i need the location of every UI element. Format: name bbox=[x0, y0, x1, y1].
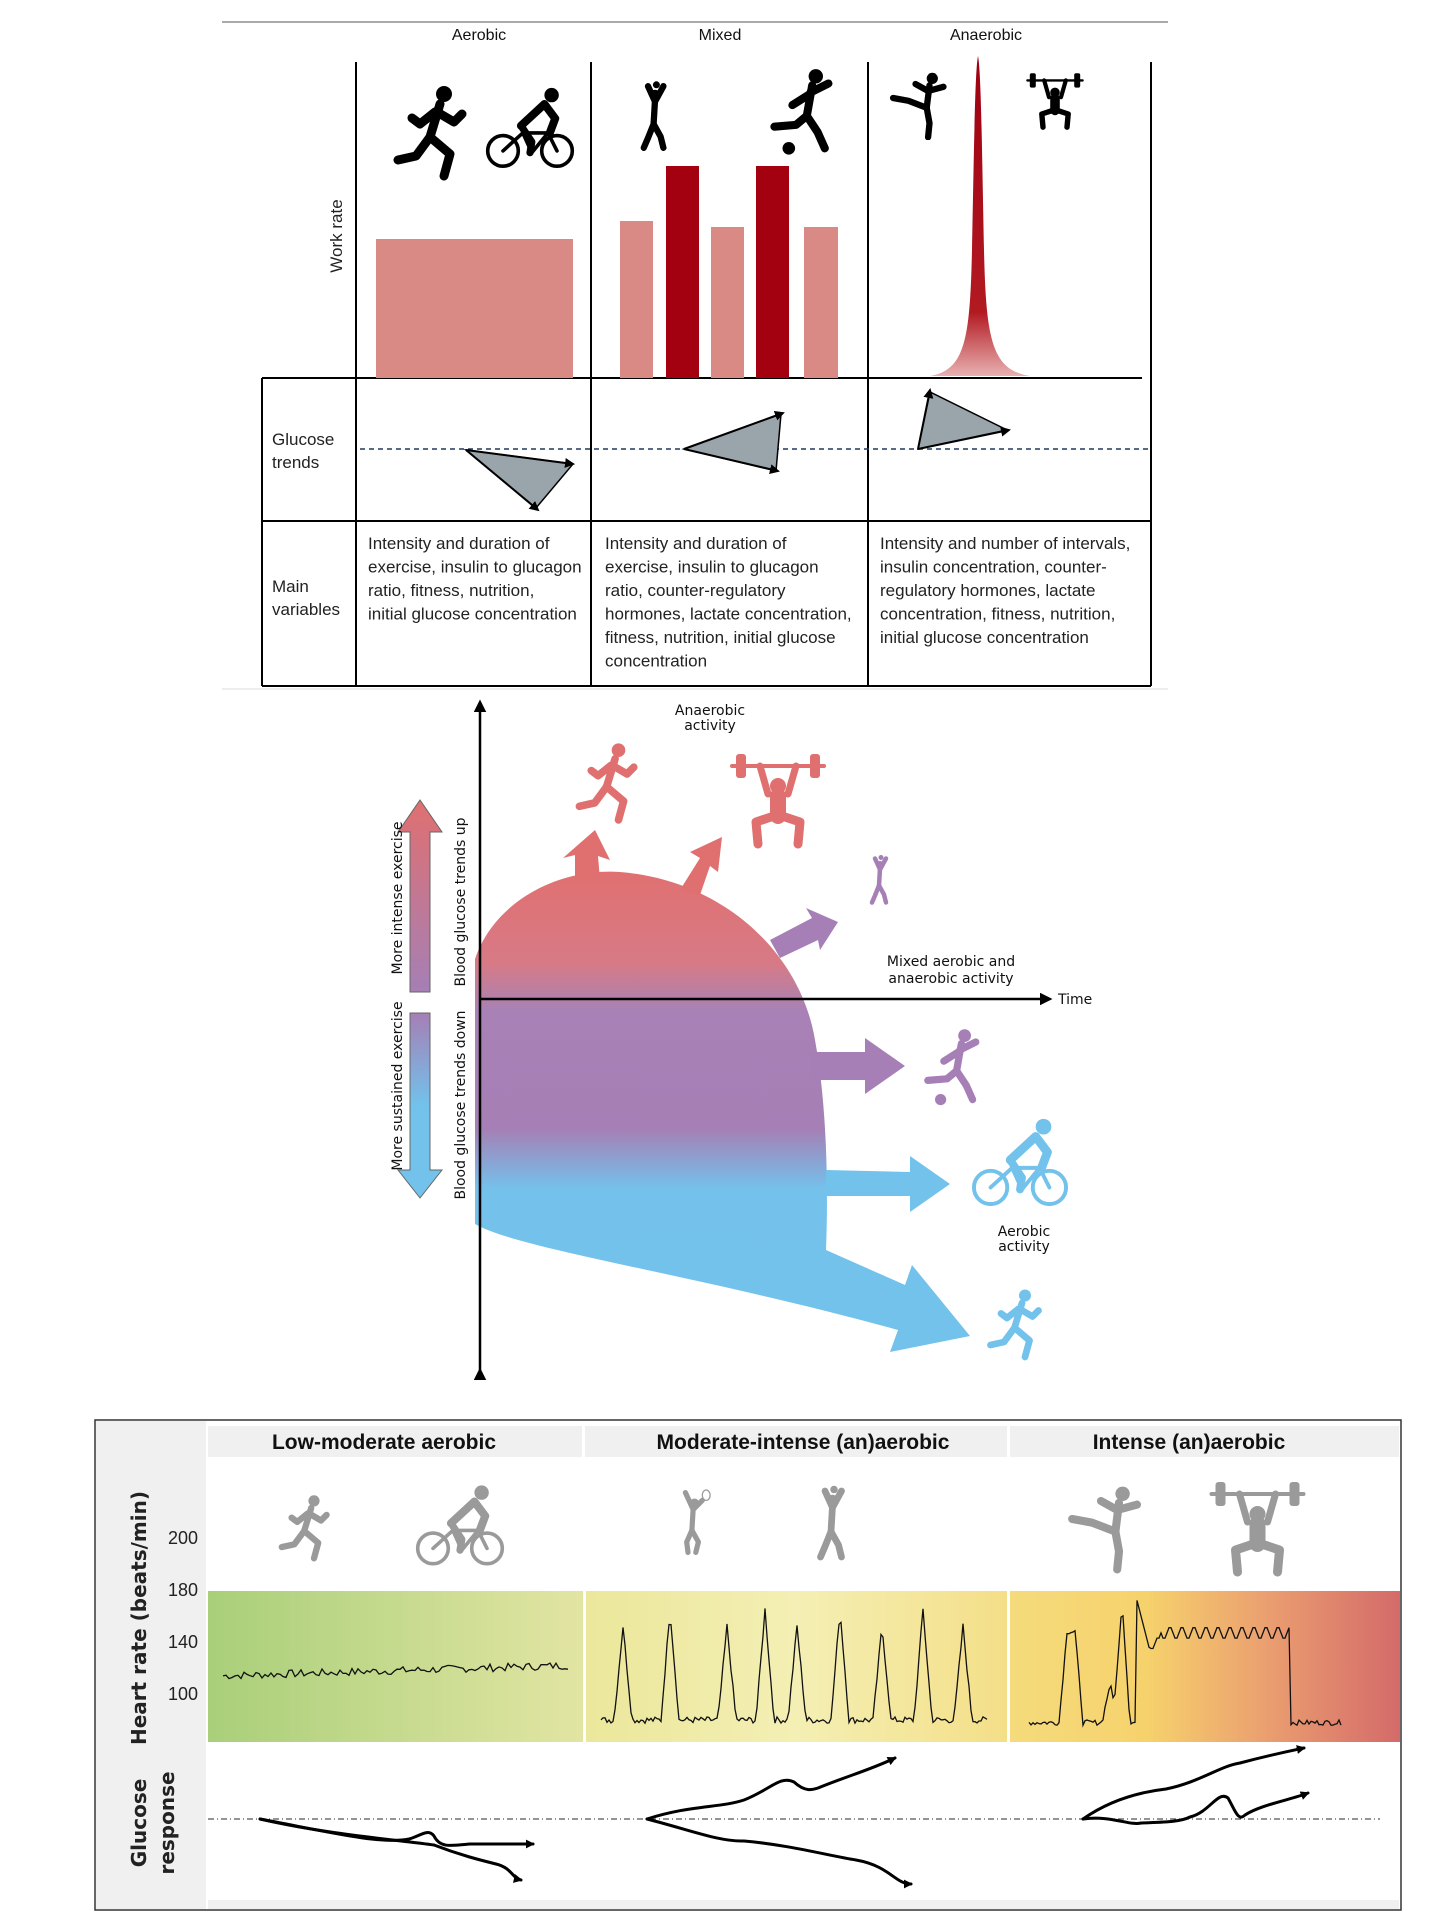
heart-rate-axis-label: Heart rate (beats/min) bbox=[127, 1491, 151, 1745]
hr-tick-200: 200 bbox=[168, 1528, 198, 1548]
column-heading-mixed: Mixed bbox=[699, 27, 742, 44]
heart-rate-trace-low-moderate bbox=[222, 1661, 569, 1680]
glucose-curve-down bbox=[645, 1817, 913, 1889]
glucose-curve-down bbox=[1081, 1791, 1310, 1826]
glucose-curve-up bbox=[645, 1756, 897, 1821]
anaerobic-activity-label: Anaerobic activity bbox=[675, 703, 745, 734]
aerobic-activity-label: Aerobic activity bbox=[998, 1224, 1050, 1255]
glucose-trend-anaerobic bbox=[917, 388, 1011, 450]
main-variables-aerobic: Intensity and duration of exercise, insul… bbox=[368, 534, 582, 624]
trends-up-label: Blood glucose trends up bbox=[453, 817, 469, 986]
column-heading-aerobic: Aerobic bbox=[452, 27, 506, 44]
cyclist-icon bbox=[488, 88, 573, 166]
middle-panel: Time More intense exercise More sustaine… bbox=[390, 699, 1092, 1380]
glucose-response-curves bbox=[258, 1745, 1310, 1889]
column-heading-low-moderate: Low-moderate aerobic bbox=[272, 1431, 496, 1454]
hr-tick-180: 180 bbox=[168, 1580, 198, 1600]
main-variables-anaerobic: Intensity and number of intervals, insuli… bbox=[880, 534, 1130, 647]
glucose-trend-aerobic bbox=[463, 448, 575, 512]
zone-intense bbox=[1010, 1591, 1400, 1742]
time-axis-label: Time bbox=[1057, 992, 1092, 1008]
glucose-curve-down bbox=[258, 1817, 523, 1883]
main-variables-mixed: Intensity and duration of exercise, insul… bbox=[605, 534, 852, 671]
weightlifter-icon bbox=[732, 754, 824, 844]
mixed-work-bar bbox=[711, 227, 744, 378]
work-rate-label: Work rate bbox=[327, 199, 346, 272]
hr-tick-140: 140 bbox=[168, 1632, 198, 1652]
cyclist-icon bbox=[974, 1119, 1066, 1204]
glucose-response-label: Glucose response bbox=[127, 1771, 179, 1874]
glucose-curve-up bbox=[1081, 1745, 1306, 1821]
glucose-trends-label: Glucose trends bbox=[272, 430, 334, 472]
runner-icon bbox=[991, 1290, 1039, 1358]
mixed-work-bar bbox=[666, 166, 699, 378]
hr-tick-100: 100 bbox=[168, 1684, 198, 1704]
column-heading-intense: Intense (an)aerobic bbox=[1093, 1431, 1286, 1454]
anaerobic-work-spike bbox=[930, 56, 1030, 376]
aerobic-activity-arrow bbox=[826, 1156, 950, 1212]
glucose-trend-mixed bbox=[681, 411, 785, 475]
glucose-response-mound bbox=[475, 871, 970, 1352]
mixed-work-bar bbox=[804, 227, 838, 378]
weightlifter-icon bbox=[1027, 73, 1082, 127]
main-variables-label: Main variables bbox=[272, 577, 340, 619]
skater-icon bbox=[398, 86, 462, 176]
mixed-activity-arrow bbox=[770, 908, 838, 958]
more-sustained-label: More sustained exercise bbox=[390, 1001, 406, 1170]
top-panel: Aerobic Mixed Anaerobic Work rate Glucos… bbox=[222, 21, 1168, 690]
mixed-activity-arrow bbox=[810, 1038, 905, 1094]
basketball-player-icon bbox=[872, 855, 886, 903]
mixed-work-bar bbox=[620, 221, 653, 378]
sprinter-icon bbox=[579, 743, 633, 820]
mixed-activity-label: Mixed aerobic and anaerobic activity bbox=[887, 954, 1015, 987]
column-heading-anaerobic: Anaerobic bbox=[950, 27, 1022, 44]
column-heading-moderate-intense: Moderate-intense (an)aerobic bbox=[657, 1431, 950, 1454]
zone-low-moderate bbox=[208, 1591, 583, 1742]
heart-rate-trace-moderate-intense bbox=[600, 1608, 988, 1725]
aerobic-work-bar bbox=[376, 239, 573, 378]
bottom-panel: Low-moderate aerobic Moderate-intense (a… bbox=[94, 1419, 1402, 1911]
anaerobic-arrows bbox=[563, 830, 722, 895]
heart-rate-trace-intense bbox=[1028, 1600, 1342, 1728]
more-sustained-arrow bbox=[396, 1012, 444, 1199]
zone-moderate-intense bbox=[586, 1591, 1007, 1742]
trends-down-label: Blood glucose trends down bbox=[453, 1010, 469, 1199]
soccer-player-icon bbox=[928, 1029, 976, 1105]
more-intense-arrow bbox=[397, 799, 443, 993]
basketball-player-icon bbox=[644, 81, 664, 148]
soccer-player-icon bbox=[774, 69, 828, 155]
label-column bbox=[96, 1421, 206, 1909]
martial-artist-icon bbox=[893, 73, 943, 137]
more-intense-label: More intense exercise bbox=[390, 821, 406, 974]
mixed-work-bar bbox=[756, 166, 789, 378]
